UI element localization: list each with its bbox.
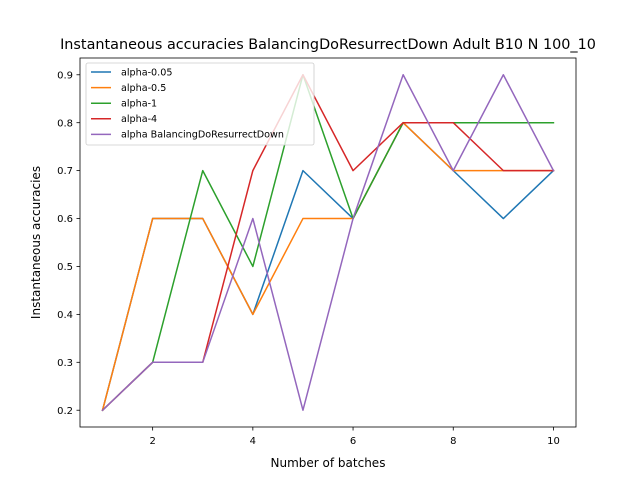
y-tick-label: 0.8 — [57, 118, 73, 129]
plot-area-frame — [79, 57, 577, 428]
x-tick-label: 6 — [350, 436, 356, 447]
x-tick-label: 8 — [450, 436, 456, 447]
series-line — [101, 121, 555, 412]
legend-label: alpha-4 — [121, 114, 157, 125]
y-tick-label: 0.3 — [57, 358, 73, 369]
y-tick-label: 0.5 — [57, 262, 73, 273]
x-tick-label: 2 — [149, 436, 155, 447]
legend: alpha-0.05 alpha-0.5 alpha-1 alpha-4 alpha B… — [85, 62, 315, 146]
chart-title: Instantaneous accuracies BalancingDoResu… — [60, 37, 596, 53]
x-axis-ticks: 2 4 6 8 10 — [149, 427, 560, 447]
legend-label: alpha BalancingDoResurrectDown — [121, 130, 284, 141]
x-axis-label: Number of batches — [271, 456, 386, 470]
x-tick-label: 10 — [547, 436, 560, 447]
y-tick-label: 0.2 — [57, 406, 73, 417]
legend-box — [85, 62, 315, 146]
legend-label: alpha-0.05 — [121, 67, 172, 78]
y-axis-ticks: 0.2 0.3 0.4 0.5 0.6 0.7 0.8 0.9 — [57, 70, 80, 417]
legend-label: alpha-1 — [121, 99, 157, 110]
y-tick-label: 0.9 — [57, 70, 73, 81]
legend-label: alpha-0.5 — [121, 83, 166, 94]
y-tick-label: 0.6 — [57, 214, 73, 225]
plot-lines — [101, 74, 555, 412]
y-tick-label: 0.7 — [57, 166, 73, 177]
x-tick-label: 4 — [250, 436, 256, 447]
series-line — [101, 74, 555, 412]
y-tick-label: 0.4 — [57, 310, 73, 321]
y-axis-label: Instantaneous accuracies — [29, 166, 43, 319]
